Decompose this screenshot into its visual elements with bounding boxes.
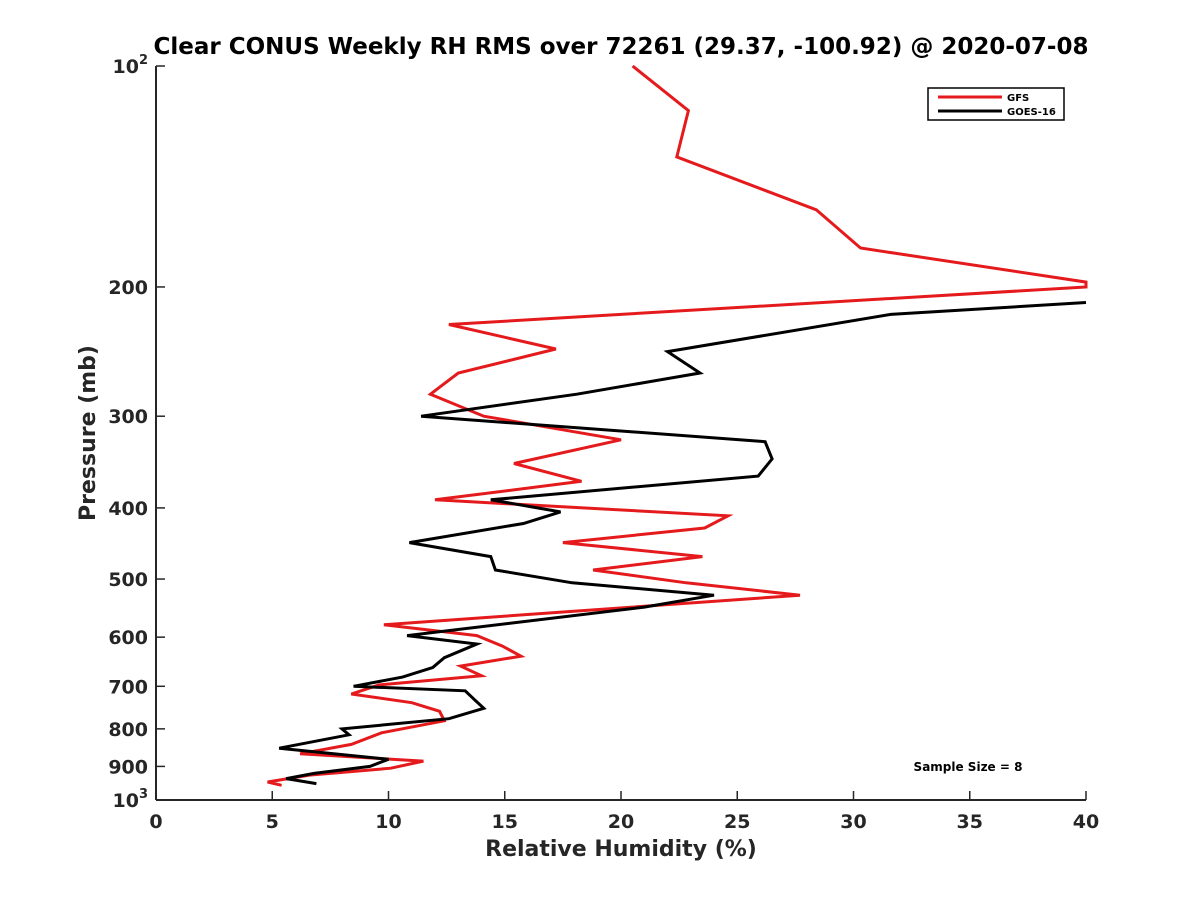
x-tick-label: 25 [724,811,750,833]
legend-label-gfs: GFS [1007,93,1029,104]
series-layer [267,64,1088,787]
x-ticks: 0 5 10 15 20 25 30 35 40 [149,791,1099,833]
x-tick-label: 10 [375,811,401,833]
y-tick-label: 900 [108,756,148,778]
x-axis-label: Relative Humidity (%) [485,837,757,862]
series-line-gfs [267,64,1088,787]
x-tick-label: 0 [149,811,162,833]
sample-size-annotation: Sample Size = 8 [914,760,1023,774]
y-axis-label: Pressure (mb) [76,345,101,521]
y-tick-label: 200 [108,277,148,299]
y-tick-label: 800 [108,719,148,741]
y-tick-label: 103 [113,787,149,812]
legend-label-goes16: GOES-16 [1007,107,1056,118]
y-tick-label: 700 [108,676,148,698]
x-tick-label: 5 [266,811,279,833]
y-tick-label: 300 [108,406,148,428]
x-tick-label: 35 [957,811,983,833]
x-tick-label: 15 [492,811,518,833]
plot-area [156,66,1086,800]
y-tick-label: 600 [108,627,148,649]
y-tick-label: 500 [108,569,148,591]
y-tick-label: 400 [108,498,148,520]
y-ticks: 102 200 300 400 500 600 700 800 900 103 [108,53,165,812]
x-tick-label: 40 [1073,811,1099,833]
legend: GFS GOES-16 [927,87,1065,121]
y-tick-label: 102 [113,53,149,78]
x-tick-label: 30 [840,811,866,833]
x-tick-label: 20 [608,811,634,833]
series-line-goes16 [278,301,1087,786]
legend-box [927,87,1065,121]
chart-title: Clear CONUS Weekly RH RMS over 72261 (29… [154,34,1089,60]
